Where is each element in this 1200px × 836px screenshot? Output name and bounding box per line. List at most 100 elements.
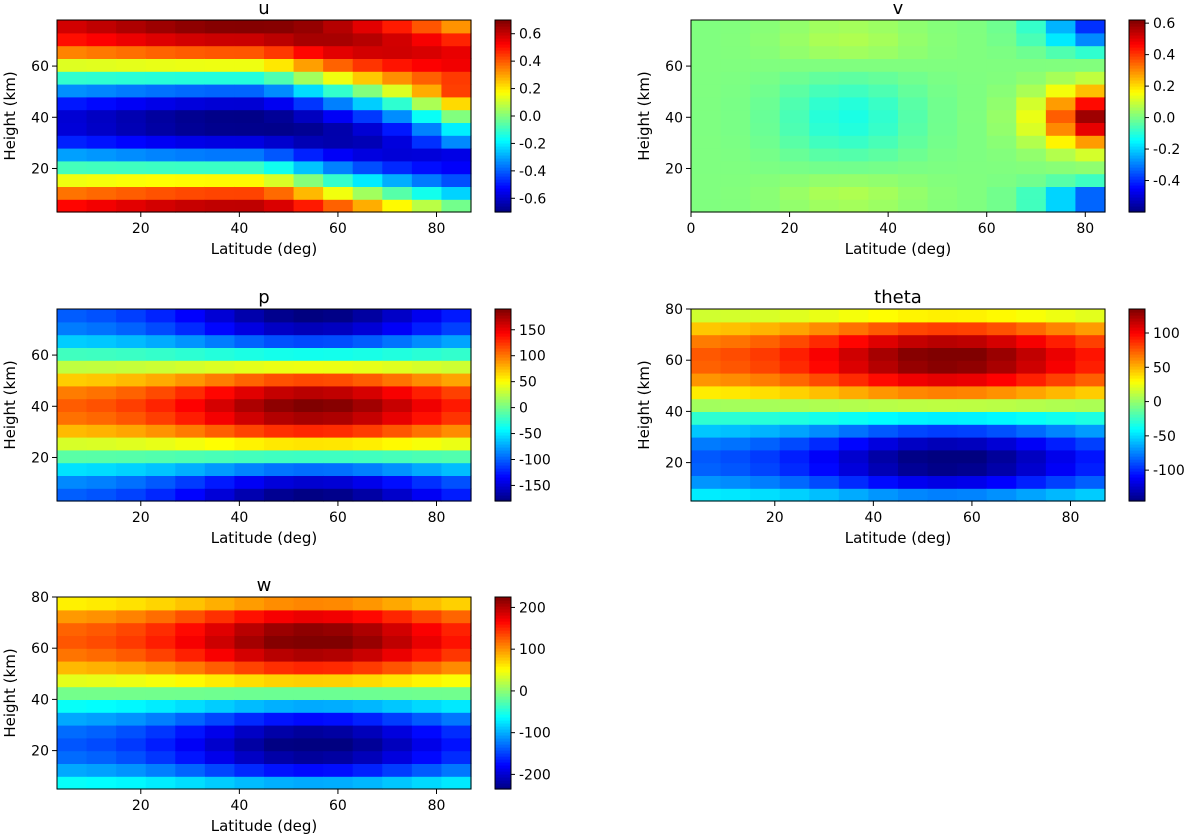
heatmap-cell <box>57 334 88 348</box>
heatmap-cell <box>234 160 265 175</box>
colorbar-segment <box>495 741 511 745</box>
heatmap-cell <box>868 199 899 213</box>
heatmap-cell <box>116 776 147 790</box>
heatmap-cell <box>86 360 117 374</box>
heatmap-cell <box>382 373 413 387</box>
colorbar-segment <box>495 636 511 640</box>
heatmap-cell <box>957 309 988 323</box>
heatmap-cell <box>293 437 324 451</box>
colorbar-segment <box>495 140 511 144</box>
x-tick-label: 40 <box>230 221 248 237</box>
heatmap-cell <box>411 135 443 149</box>
colorbar-segment <box>1129 492 1145 496</box>
heatmap-cell <box>779 32 810 47</box>
heatmap-cell <box>145 334 176 348</box>
x-tick-label: 80 <box>428 510 446 526</box>
heatmap-cell <box>898 186 929 200</box>
colorbar-segment <box>495 194 511 198</box>
heatmap-cell <box>204 135 236 149</box>
heatmap-cell <box>1075 20 1106 34</box>
heatmap-cell <box>809 32 840 47</box>
heatmap-cell <box>441 334 472 348</box>
colorbar-tick-label: -0.4 <box>519 164 546 180</box>
heatmap-cell <box>411 635 443 649</box>
colorbar-segment <box>1129 137 1145 141</box>
heatmap-cell <box>57 373 88 387</box>
colorbar-segment <box>1129 203 1145 207</box>
heatmap-cell <box>1075 148 1106 162</box>
heatmap-cell <box>750 360 781 374</box>
heatmap-cell <box>234 373 265 387</box>
heatmap-cell <box>293 20 324 34</box>
heatmap-cell <box>691 32 722 47</box>
heatmap-cell <box>116 309 147 323</box>
heatmap-cell <box>868 398 899 412</box>
heatmap-cell <box>234 71 265 85</box>
heatmap-cell <box>1075 321 1106 336</box>
heatmap-cell <box>1016 411 1047 425</box>
heatmap-cell <box>868 71 899 85</box>
heatmap-cell <box>116 411 147 425</box>
heatmap-cell <box>441 725 472 739</box>
heatmap-cell <box>352 488 383 502</box>
heatmap-cell <box>116 622 147 636</box>
heatmap-cell <box>86 597 117 611</box>
colorbar-segment <box>1129 23 1145 27</box>
heatmap-cell <box>264 96 295 111</box>
colorbar-segment <box>1129 182 1145 186</box>
heatmap-cell <box>352 661 383 675</box>
heatmap-cell <box>1016 109 1047 123</box>
x-axis-label: Latitude (deg) <box>211 240 317 258</box>
heatmap-cell <box>441 20 472 34</box>
heatmap-cell <box>691 424 722 438</box>
colorbar-segment <box>495 498 511 502</box>
heatmap-cell <box>779 424 810 438</box>
heatmap-cell <box>145 725 176 739</box>
heatmap-cell <box>204 776 236 790</box>
x-tick-label: 40 <box>230 798 248 814</box>
heatmap-cell <box>175 776 206 790</box>
colorbar-segment <box>495 372 511 376</box>
heatmap-cell <box>323 597 354 611</box>
heatmap-cell <box>720 148 751 162</box>
heatmap-cell <box>898 199 929 213</box>
heatmap-cell <box>86 635 117 649</box>
heatmap-cell <box>838 347 870 361</box>
heatmap-cell <box>898 437 929 451</box>
colorbar-segment <box>495 152 511 156</box>
heatmap-cell <box>145 360 176 374</box>
heatmap-cell <box>441 135 472 149</box>
heatmap-cell <box>898 411 929 425</box>
colorbar-segment <box>1129 98 1145 102</box>
heatmap-cell <box>293 84 324 98</box>
heatmap-cell <box>779 449 810 464</box>
heatmap-cell <box>1016 135 1047 149</box>
heatmap-cell <box>898 334 929 348</box>
heatmap-cell <box>382 609 413 624</box>
colorbar-segment <box>1129 89 1145 93</box>
heatmap-cell <box>145 20 176 34</box>
heatmap-cell <box>86 96 117 111</box>
heatmap-cell <box>1016 58 1047 72</box>
heatmap-cell <box>323 686 354 700</box>
heatmap-cell <box>234 148 265 162</box>
colorbar-tick-label: 0.6 <box>1153 16 1175 32</box>
heatmap-cell <box>720 71 751 85</box>
heatmap-cell <box>175 712 206 726</box>
heatmap-cell <box>441 122 472 136</box>
heatmap-cell <box>986 360 1017 374</box>
colorbar-segment <box>495 71 511 75</box>
heatmap-cell <box>352 186 383 200</box>
heatmap-cell <box>986 373 1017 387</box>
heatmap-cell <box>809 84 840 98</box>
heatmap-cell <box>750 475 781 489</box>
colorbar-segment <box>1129 110 1145 114</box>
heatmap-cell <box>145 148 176 162</box>
heatmap-cell <box>441 411 472 425</box>
heatmap-cell <box>57 122 88 136</box>
heatmap-cell <box>441 309 472 323</box>
heatmap-cell <box>411 449 443 464</box>
heatmap-cell <box>868 96 899 111</box>
colorbar-segment <box>1129 107 1145 111</box>
colorbar-segment <box>495 495 511 499</box>
